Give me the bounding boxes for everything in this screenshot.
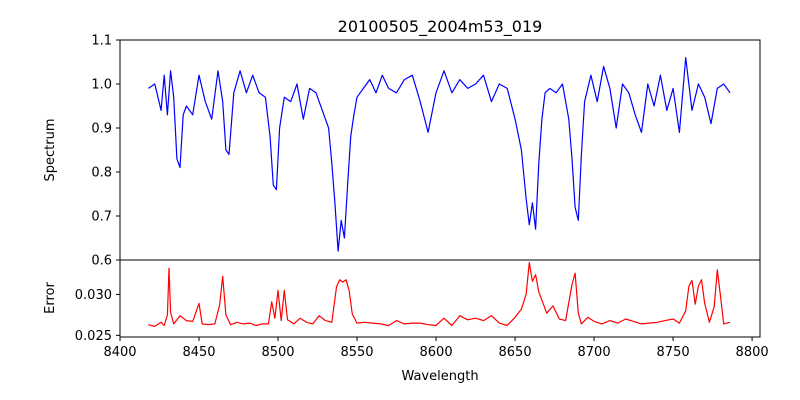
error-series-group bbox=[148, 261, 731, 327]
spectrum-series-group bbox=[148, 56, 731, 252]
x-tick-label-8: 8800 bbox=[736, 345, 769, 360]
x-tick-label-3: 8550 bbox=[340, 345, 373, 360]
error-series-line-0 bbox=[148, 261, 731, 327]
chart-title: 20100505_2004m53_019 bbox=[338, 17, 543, 37]
spectrum-y-tick-label-2: 0.8 bbox=[91, 166, 112, 181]
spectrum-y-tick-label-4: 1.0 bbox=[91, 78, 112, 93]
error-y-ticks: 0.025 0.030 bbox=[75, 288, 120, 344]
x-tick-label-0: 8400 bbox=[103, 345, 136, 360]
x-tick-label-6: 8700 bbox=[578, 345, 611, 360]
spectrum-y-ticks: 0.6 0.7 0.8 0.9 1.0 1.1 bbox=[91, 34, 120, 269]
x-tick-label-5: 8650 bbox=[499, 345, 532, 360]
error-y-label: Error bbox=[43, 282, 58, 314]
spectrum-y-tick-label-1: 0.7 bbox=[91, 210, 112, 225]
spectrum-y-label: Spectrum bbox=[43, 119, 58, 182]
error-x-ticks: 8400 8450 8500 8550 8600 8650 8700 8750 8800 bbox=[103, 337, 769, 360]
error-y-tick-label-0: 0.025 bbox=[75, 329, 112, 344]
spectrum-series-line-0 bbox=[148, 56, 731, 252]
error-axes-frame bbox=[119, 259, 761, 338]
x-tick-label-7: 8750 bbox=[657, 345, 690, 360]
x-tick-label-2: 8500 bbox=[261, 345, 294, 360]
x-tick-label-4: 8600 bbox=[420, 345, 453, 360]
x-tick-label-1: 8450 bbox=[182, 345, 215, 360]
spectrum-y-tick-label-0: 0.6 bbox=[91, 254, 112, 269]
spectrum-y-tick-label-3: 0.9 bbox=[91, 122, 112, 137]
error-y-tick-label-1: 0.030 bbox=[75, 288, 112, 303]
spectrum-y-tick-label-5: 1.1 bbox=[91, 34, 112, 49]
x-axis-label: Wavelength bbox=[401, 369, 478, 384]
